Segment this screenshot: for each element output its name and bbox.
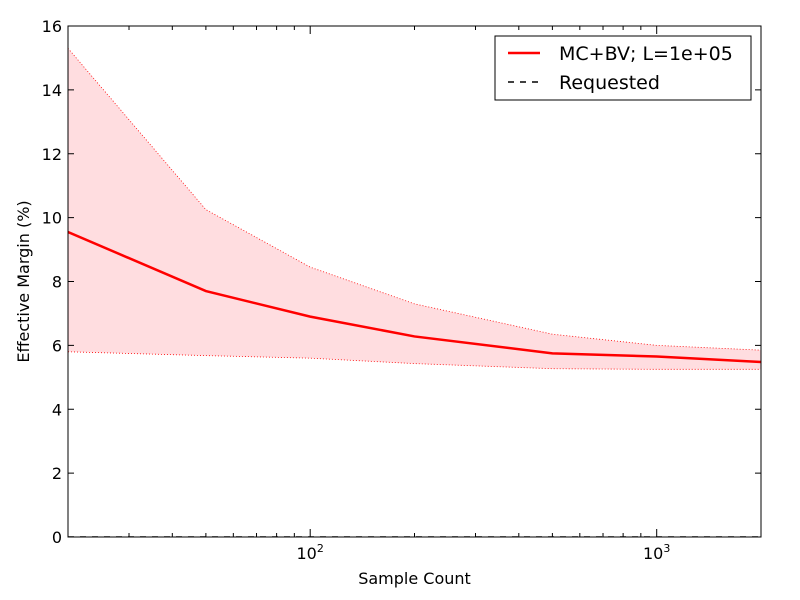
y-tick-label: 0 bbox=[52, 528, 62, 547]
legend-box bbox=[494, 35, 752, 101]
y-tick-label: 2 bbox=[52, 464, 62, 483]
y-tick-label: 8 bbox=[52, 273, 62, 292]
x-tick-label: 102 bbox=[297, 542, 324, 563]
axis-ticks: 0 2 4 6 8 10 12 14 16 102 103 bbox=[42, 17, 762, 563]
y-tick-label: 10 bbox=[42, 209, 62, 228]
y-tick-label: 4 bbox=[52, 400, 62, 419]
y-tick-label: 14 bbox=[42, 81, 62, 100]
legend-entry-mc-bv: MC+BV; L=1e+05 bbox=[559, 43, 733, 65]
x-tick-label: 103 bbox=[643, 542, 670, 563]
legend: MC+BV; L=1e+05 Requested bbox=[494, 35, 752, 101]
band-upper-line bbox=[68, 48, 761, 351]
confidence-band bbox=[68, 48, 761, 370]
y-axis-label: Effective Margin (%) bbox=[14, 200, 33, 362]
plot-content bbox=[68, 48, 761, 537]
legend-entry-requested: Requested bbox=[559, 72, 660, 94]
plot-area bbox=[68, 48, 761, 537]
x-axis-label: Sample Count bbox=[358, 569, 471, 588]
series-line-0 bbox=[68, 230, 761, 364]
y-tick-label: 6 bbox=[52, 336, 62, 355]
y-tick-label: 16 bbox=[42, 17, 62, 36]
y-tick-label: 12 bbox=[42, 145, 62, 164]
